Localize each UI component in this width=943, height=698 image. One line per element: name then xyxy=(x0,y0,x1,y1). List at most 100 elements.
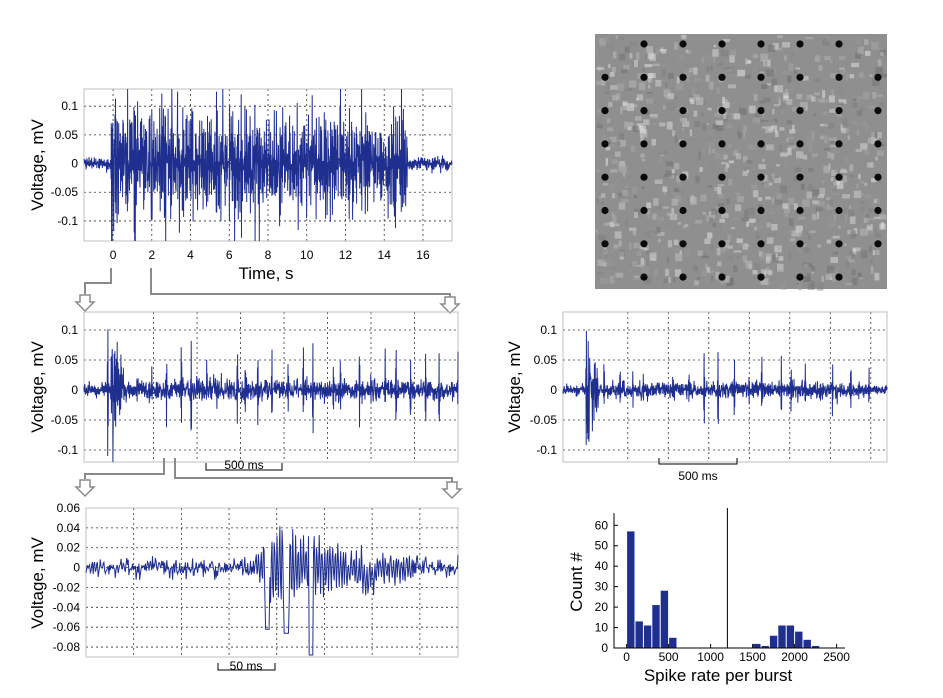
image-grain xyxy=(633,242,640,249)
image-grain xyxy=(696,277,701,280)
image-grain xyxy=(781,109,784,116)
image-grain xyxy=(671,169,675,174)
image-grain xyxy=(620,106,623,115)
image-grain xyxy=(824,56,831,61)
image-grain xyxy=(875,198,880,204)
image-grain xyxy=(826,34,830,42)
image-grain xyxy=(775,253,778,258)
image-grain xyxy=(777,263,784,272)
image-grain xyxy=(743,125,747,132)
histogram-bar xyxy=(643,625,652,648)
electrode-dot xyxy=(757,206,765,215)
image-grain xyxy=(844,255,853,258)
image-grain xyxy=(642,67,645,73)
image-grain xyxy=(669,213,678,221)
image-grain xyxy=(640,257,645,265)
image-grain xyxy=(626,61,634,65)
image-grain xyxy=(870,202,875,207)
image-grain xyxy=(829,59,833,64)
image-grain xyxy=(859,72,864,78)
histogram-bar xyxy=(635,621,643,648)
image-grain xyxy=(803,276,811,283)
image-grain xyxy=(784,95,789,99)
p2-y-tick-label: 0 xyxy=(71,383,78,397)
image-grain xyxy=(754,111,763,117)
image-grain xyxy=(605,158,609,166)
image-grain xyxy=(860,143,868,150)
image-grain xyxy=(638,82,646,91)
image-grain xyxy=(668,121,672,128)
image-grain xyxy=(712,270,715,273)
image-grain xyxy=(746,207,755,216)
image-grain xyxy=(782,192,788,199)
image-grain xyxy=(596,118,603,122)
image-grain xyxy=(822,111,828,116)
image-grain xyxy=(613,244,619,249)
image-grain xyxy=(798,248,801,253)
image-grain xyxy=(798,282,802,291)
image-grain xyxy=(855,149,862,153)
image-grain xyxy=(764,209,768,213)
p2-y-ticks: -0.1 -0.05 0 0.05 0.1 xyxy=(51,323,79,457)
p3-scale-bar-label: 50 ms xyxy=(230,659,263,673)
image-grain xyxy=(757,197,763,201)
image-grain xyxy=(683,249,691,257)
image-grain xyxy=(620,37,625,41)
image-grain xyxy=(729,112,735,115)
image-grain xyxy=(623,39,627,42)
image-grain xyxy=(813,113,817,116)
image-grain xyxy=(726,255,734,261)
image-grain xyxy=(858,95,863,100)
electrode-dot xyxy=(640,107,648,115)
image-grain xyxy=(727,245,733,249)
image-grain xyxy=(652,63,660,66)
image-grain xyxy=(663,173,667,178)
image-grain xyxy=(752,54,759,58)
p3-y-tick-label: -0.04 xyxy=(53,600,81,614)
image-grain xyxy=(848,258,855,263)
image-grain xyxy=(815,245,818,252)
image-grain xyxy=(749,67,752,73)
image-grain xyxy=(722,38,730,42)
image-grain xyxy=(702,147,705,153)
image-grain xyxy=(742,131,746,139)
electrode-dot xyxy=(679,273,687,281)
image-grain xyxy=(611,267,616,270)
image-grain xyxy=(619,133,624,140)
image-grain xyxy=(618,202,626,210)
panel-histogram: 0 10 20 30 40 50 60 0 500 1000 1500 2000 2500 Count… xyxy=(567,508,850,685)
image-grain xyxy=(601,200,604,205)
image-grain xyxy=(644,276,652,284)
image-grain xyxy=(665,162,668,167)
image-grain xyxy=(857,265,864,270)
image-grain xyxy=(762,175,768,182)
image-grain xyxy=(777,47,783,51)
image-grain xyxy=(674,135,678,143)
p3-y-axis-label: Voltage, mV xyxy=(28,537,47,629)
image-grain xyxy=(617,192,626,198)
histogram-y-tick-label: 0 xyxy=(601,641,608,655)
p2-scale-bar-label: 500 ms xyxy=(224,458,263,472)
image-grain xyxy=(645,53,649,60)
image-grain xyxy=(635,116,642,121)
image-grain xyxy=(767,44,776,52)
image-grain xyxy=(597,259,605,266)
image-grain xyxy=(857,46,864,55)
zoom-line-left xyxy=(84,268,112,294)
image-grain xyxy=(811,265,815,272)
image-grain xyxy=(793,142,796,146)
image-grain xyxy=(788,63,794,72)
electrode-dot xyxy=(835,140,843,148)
electrode-dot xyxy=(757,240,765,248)
image-grain xyxy=(802,199,810,207)
image-grain xyxy=(689,67,695,73)
electrode-dot xyxy=(640,273,648,281)
image-grain xyxy=(843,175,847,183)
image-grain xyxy=(849,216,856,224)
electrode-dot xyxy=(640,140,648,148)
image-grain xyxy=(723,113,726,119)
image-grain xyxy=(609,249,616,253)
image-grain xyxy=(764,59,768,68)
image-grain xyxy=(628,227,637,231)
electrode-dot xyxy=(796,206,804,215)
